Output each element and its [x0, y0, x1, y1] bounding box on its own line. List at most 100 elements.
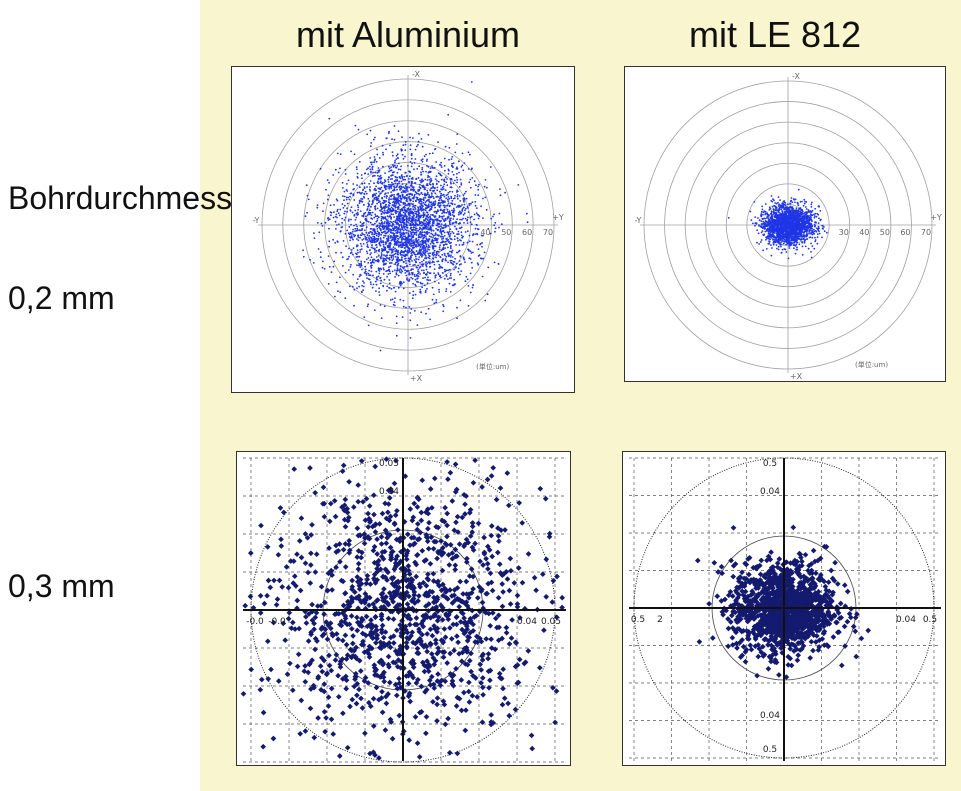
scatter-point	[376, 215, 379, 218]
scatter-point	[432, 197, 435, 200]
scatter-point	[440, 194, 443, 197]
scatter-point	[381, 224, 384, 226]
scatter-point	[400, 191, 403, 194]
scatter-point	[805, 235, 808, 238]
scatter-point	[327, 283, 330, 285]
scatter-point	[399, 271, 401, 273]
scatter-point	[451, 214, 454, 216]
scatter-point	[351, 285, 354, 288]
scatter-point	[789, 202, 792, 205]
scatter-point	[441, 186, 444, 189]
scatter-point	[778, 234, 781, 237]
scatter-point	[398, 215, 401, 218]
scatter-point	[451, 171, 454, 173]
scatter-point	[433, 253, 436, 256]
scatter-point	[385, 206, 388, 209]
scatter-point	[440, 235, 443, 238]
scatter-point	[337, 290, 339, 292]
scatter-point	[364, 217, 367, 220]
scatter-point	[421, 286, 423, 289]
scatter-point	[380, 317, 383, 319]
scatter-point	[459, 218, 461, 221]
scatter-point	[798, 210, 800, 213]
scatter-point	[759, 241, 762, 243]
scatter-point	[347, 220, 350, 222]
scatter-point	[443, 210, 445, 213]
scatter-point	[727, 217, 730, 219]
scatter-point	[416, 168, 419, 170]
scatter-point	[373, 182, 375, 185]
scatter-point	[374, 213, 377, 216]
scatter-point	[441, 253, 444, 256]
scatter-point	[320, 222, 323, 225]
scatter-point	[389, 184, 392, 186]
scatter-point	[803, 240, 806, 243]
scatter-point	[760, 231, 763, 234]
scatter-point	[424, 207, 427, 210]
scatter-point	[478, 183, 480, 186]
scatter-point	[420, 171, 422, 174]
scatter-point	[409, 207, 412, 210]
scatter-point	[816, 233, 819, 236]
scatter-point	[414, 148, 417, 151]
scatter-point	[457, 213, 460, 216]
scatter-point	[347, 196, 350, 199]
scatter-point	[357, 239, 360, 242]
scatter-point	[483, 185, 486, 188]
scatter-point	[417, 229, 420, 232]
scatter-point	[456, 233, 458, 236]
scatter-point	[406, 175, 408, 177]
scatter-point	[422, 222, 425, 224]
scatter-point	[430, 187, 433, 189]
scatter-point	[332, 174, 335, 176]
scatter-point	[402, 299, 405, 302]
scatter-point	[410, 181, 413, 183]
scatter-point	[343, 204, 346, 207]
scatter-point	[474, 227, 477, 230]
scatter-point	[481, 245, 483, 248]
scatter-point	[396, 265, 399, 267]
scatter-point	[393, 240, 396, 242]
scatter-point	[371, 238, 374, 241]
scatter-point	[411, 194, 413, 196]
scatter-point	[391, 189, 394, 192]
scatter-point	[417, 272, 419, 275]
scatter-point	[408, 218, 411, 220]
scatter-point	[458, 171, 460, 174]
scatter-point	[425, 268, 428, 271]
scatter-point	[440, 233, 443, 236]
scatter-point	[414, 263, 416, 266]
scatter-point	[387, 229, 390, 231]
scatter-point	[352, 194, 355, 197]
scatter-point	[387, 132, 390, 135]
scatter-point	[476, 233, 479, 236]
scatter-point	[452, 211, 454, 214]
scatter-point	[375, 196, 378, 199]
scatter-point	[434, 178, 437, 180]
scatter-point	[456, 306, 458, 309]
scatter-point	[412, 205, 415, 208]
scatter-point	[336, 216, 338, 219]
scatter-point	[429, 195, 431, 198]
scatter-point	[447, 210, 449, 213]
scatter-point	[449, 186, 452, 188]
scatter-point	[443, 277, 446, 280]
scatter-point	[419, 292, 422, 294]
scatter-point	[773, 204, 775, 207]
scatter-point	[396, 230, 399, 233]
scatter-point	[399, 218, 401, 220]
scatter-point	[383, 225, 386, 228]
scatter-point	[414, 218, 417, 221]
scatter-point	[443, 157, 446, 160]
scatter-point	[398, 162, 400, 165]
scatter-point	[381, 207, 384, 210]
scatter-point	[368, 232, 370, 234]
scatter-point	[395, 232, 398, 234]
scatter-point	[366, 241, 368, 244]
scatter-point	[452, 182, 455, 185]
scatter-point	[469, 221, 472, 224]
scatter-point	[415, 145, 418, 148]
scatter-point	[401, 217, 403, 219]
scatter-point	[811, 236, 814, 239]
scatter-point	[408, 292, 411, 294]
